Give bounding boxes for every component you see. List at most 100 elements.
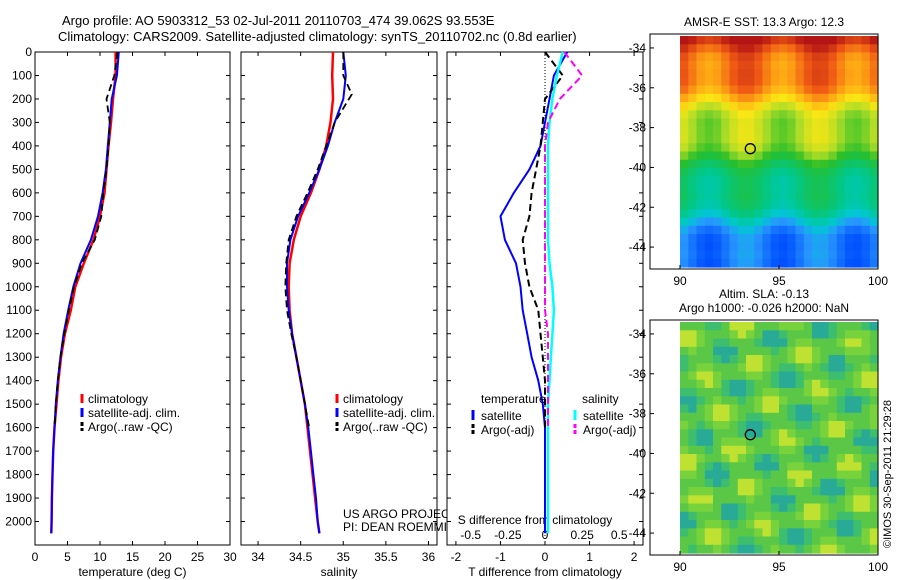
heatmap-cell <box>812 102 821 111</box>
heatmap-cell <box>746 536 755 546</box>
heatmap-cell <box>779 544 788 554</box>
heatmap-cell <box>869 135 879 144</box>
heatmap-cell <box>729 143 739 153</box>
heatmap-cell <box>845 102 854 111</box>
heatmap-cell <box>812 135 821 144</box>
heatmap-cell <box>713 429 722 439</box>
heatmap-cell <box>812 234 821 243</box>
heatmap-cell <box>787 60 797 70</box>
heatmap-cell <box>680 322 689 331</box>
heatmap-cell <box>762 421 772 430</box>
heatmap-cell <box>713 192 722 202</box>
heatmap-cell <box>754 536 764 546</box>
heatmap-cell <box>704 135 714 144</box>
heatmap-cell <box>762 110 772 120</box>
heatmap-cell <box>820 258 830 268</box>
heatmap-cell <box>770 363 780 373</box>
heatmap-cell <box>869 176 879 186</box>
heatmap-cell <box>779 151 788 161</box>
heatmap-cell <box>746 60 755 70</box>
heatmap-cell <box>737 544 747 554</box>
heatmap-cell <box>754 462 764 472</box>
legend-entry: Argo(..raw -QC) <box>343 420 428 434</box>
heatmap-cell <box>704 143 714 153</box>
heatmap-cell <box>688 470 698 480</box>
heatmap-cell <box>713 470 722 480</box>
heatmap-cell <box>754 159 764 169</box>
heatmap-cell <box>779 36 788 45</box>
heatmap-cell <box>737 168 747 177</box>
heatmap-cell <box>787 371 797 381</box>
heatmap-cell <box>746 487 755 496</box>
heatmap-cell <box>721 338 731 348</box>
heatmap-cell <box>696 60 706 70</box>
heatmap-cell <box>688 429 698 439</box>
heatmap-cell <box>754 396 764 406</box>
heatmap-cell <box>853 470 863 480</box>
heatmap-cell <box>704 322 714 331</box>
heatmap-cell <box>704 234 714 243</box>
heatmap-cell <box>861 52 871 62</box>
heatmap-cell <box>812 242 821 252</box>
heatmap-cell <box>704 338 714 348</box>
heatmap-cell <box>828 478 838 488</box>
heatmap-cell <box>704 454 714 463</box>
heatmap-cell <box>770 487 780 496</box>
heatmap-cell <box>828 258 838 268</box>
heatmap-cell <box>820 454 830 463</box>
heatmap-cell <box>869 44 879 54</box>
heatmap-cell <box>746 85 755 95</box>
heatmap-cell <box>762 503 772 513</box>
heatmap-cell <box>803 234 813 243</box>
heatmap-cell <box>737 60 747 70</box>
heatmap-cell <box>729 412 739 422</box>
heatmap-cell <box>713 511 722 521</box>
heatmap-cell <box>845 396 854 406</box>
heatmap-cell <box>680 225 689 235</box>
heatmap-cell <box>737 126 747 136</box>
heatmap-cell <box>779 338 788 348</box>
heatmap-cell <box>779 330 788 340</box>
heatmap-cell <box>762 346 772 356</box>
heatmap-cell <box>820 536 830 546</box>
heatmap-cell <box>869 404 879 414</box>
heatmap-cell <box>770 85 780 95</box>
heatmap-cell <box>680 77 689 87</box>
heatmap-cell <box>845 69 854 78</box>
heatmap-cell <box>688 85 698 95</box>
heatmap-cell <box>737 201 747 210</box>
heatmap-cell <box>680 470 689 480</box>
heatmap-cell <box>836 60 846 70</box>
heatmap-cell <box>713 495 722 505</box>
heatmap-cell <box>696 217 706 227</box>
heatmap-cell <box>812 209 821 219</box>
heatmap-cell <box>803 69 813 78</box>
figure-title-line1: Argo profile: AO 5903312_53 02-Jul-2011 … <box>62 13 495 28</box>
heatmap-cell <box>737 346 747 356</box>
heatmap-cell <box>704 168 714 177</box>
heatmap-cell <box>746 437 755 447</box>
heatmap-cell <box>680 151 689 161</box>
heatmap-cell <box>688 242 698 252</box>
legend-entry: Argo(-adj) <box>481 423 534 437</box>
map-y-tick-label: -44 <box>629 526 647 540</box>
heatmap-cell <box>787 429 797 439</box>
heatmap-cell <box>680 85 689 95</box>
heatmap-cell <box>779 437 788 447</box>
heatmap-cell <box>779 69 788 78</box>
heatmap-cell <box>713 209 722 219</box>
heatmap-cell <box>779 396 788 406</box>
map-x-tick-label: 95 <box>772 560 786 574</box>
heatmap-cell <box>828 184 838 194</box>
heatmap-cell <box>762 487 772 496</box>
heatmap-cell <box>762 429 772 439</box>
heatmap-cell <box>845 454 854 463</box>
heatmap-cell <box>729 528 739 538</box>
heatmap-cell <box>680 258 689 268</box>
heatmap-cell <box>853 258 863 268</box>
heatmap-cell <box>820 330 830 340</box>
heatmap-cell <box>861 396 871 406</box>
x-tick-label: 34.5 <box>289 550 313 564</box>
heatmap-cell <box>795 487 805 496</box>
heatmap-cell <box>746 355 755 364</box>
